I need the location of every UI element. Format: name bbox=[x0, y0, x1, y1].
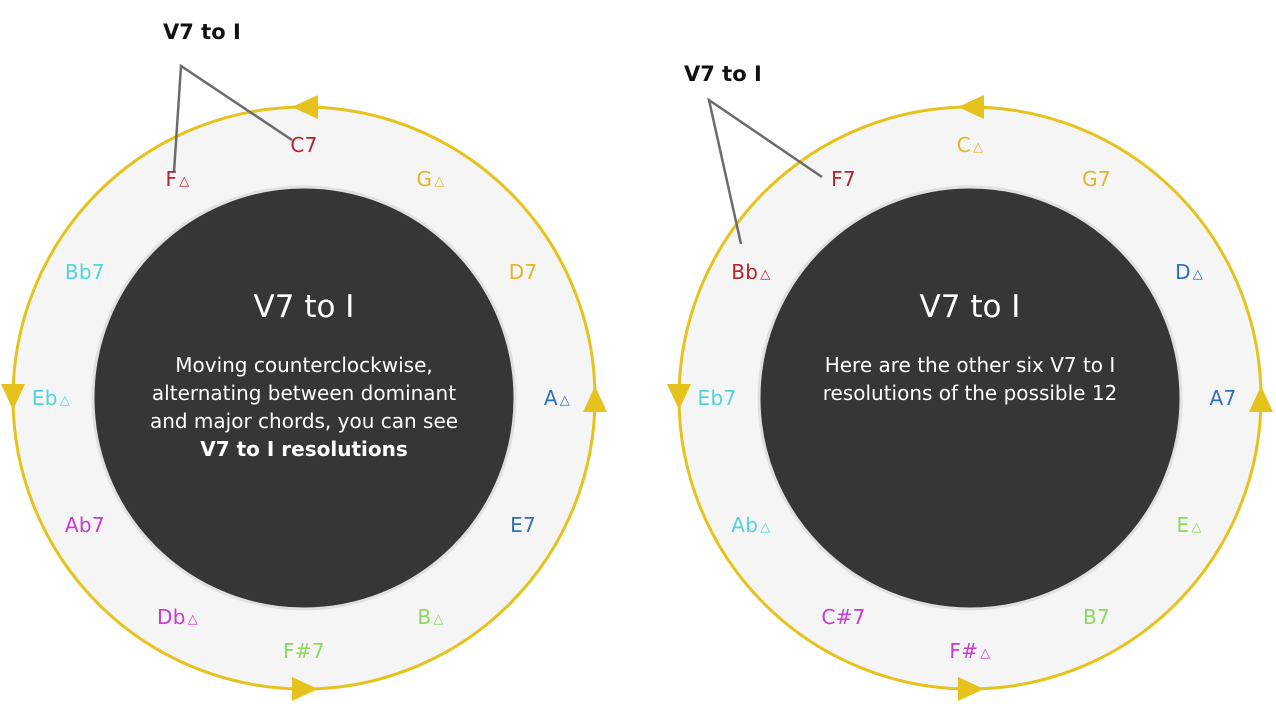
right-bottom-arrow-icon bbox=[958, 677, 984, 701]
left-chord-label: D7 bbox=[509, 262, 538, 282]
major-triangle-icon: △ bbox=[1191, 519, 1202, 535]
right-chord-label: Ab △ bbox=[731, 515, 770, 535]
left-chord-label: F △ bbox=[165, 169, 189, 189]
chord-name: A bbox=[543, 386, 558, 410]
left-chord-label: B △ bbox=[417, 607, 443, 627]
left-chord-label: Eb △ bbox=[32, 388, 70, 408]
right-center-disc bbox=[757, 185, 1183, 611]
left-callout-line bbox=[172, 63, 293, 173]
chord-name: E7 bbox=[510, 512, 537, 537]
major-triangle-icon: △ bbox=[980, 646, 991, 661]
chord-name: E bbox=[1176, 512, 1190, 537]
right-callout-label: V7 to I bbox=[684, 62, 762, 86]
right-center-body: Here are the other six V7 to I resolutio… bbox=[823, 351, 1118, 407]
right-body-line: resolutions of the possible 12 bbox=[822, 381, 1118, 405]
right-chord-label: D △ bbox=[1175, 262, 1203, 282]
right-chord-label: C △ bbox=[957, 135, 984, 155]
left-chord-label: C7 bbox=[290, 135, 317, 155]
chord-name: C#7 bbox=[821, 605, 866, 630]
left-callout-label: V7 to I bbox=[163, 20, 241, 44]
major-triangle-icon: △ bbox=[760, 266, 771, 282]
left-center-disc bbox=[91, 185, 517, 611]
major-triangle-icon: △ bbox=[434, 173, 445, 189]
chord-name: C7 bbox=[290, 133, 318, 157]
left-center-body: Moving counterclockwise, alternating bet… bbox=[150, 351, 458, 463]
major-triangle-icon: △ bbox=[1192, 266, 1204, 282]
left-chord-label: Bb7 bbox=[65, 262, 105, 282]
major-triangle-icon: △ bbox=[433, 612, 444, 628]
chord-name: Bb bbox=[731, 259, 759, 284]
major-triangle-icon: △ bbox=[559, 393, 571, 408]
major-triangle-icon: △ bbox=[972, 140, 984, 155]
left-left-arrow-icon bbox=[1, 384, 25, 410]
right-body-line: Here are the other six V7 to I bbox=[824, 353, 1116, 377]
left-chord-label: G △ bbox=[416, 169, 444, 189]
left-right-arrow-icon bbox=[583, 386, 607, 412]
chord-name: B7 bbox=[1082, 605, 1111, 630]
left-chord-label: E7 bbox=[510, 515, 536, 535]
right-left-arrow-icon bbox=[667, 384, 691, 410]
right-chord-label: A7 bbox=[1209, 388, 1236, 408]
left-center-title: V7 to I bbox=[253, 289, 355, 325]
right-top-arrow-icon bbox=[958, 95, 984, 119]
right-chord-label: Eb7 bbox=[698, 388, 737, 408]
right-right-arrow-icon bbox=[1249, 386, 1273, 412]
right-chord-label: F# △ bbox=[949, 641, 990, 661]
right-chord-label: Bb △ bbox=[731, 262, 770, 282]
right-chord-label: G7 bbox=[1082, 169, 1111, 189]
left-body-line: and major chords, you can see bbox=[149, 409, 459, 433]
chord-name: G7 bbox=[1082, 166, 1111, 191]
chord-name: Db bbox=[156, 605, 186, 630]
major-triangle-icon: △ bbox=[187, 612, 199, 628]
left-body-line: Moving counterclockwise, bbox=[175, 353, 433, 377]
chord-name: Eb7 bbox=[697, 386, 737, 410]
left-top-arrow-icon bbox=[292, 95, 318, 119]
right-chord-label: F7 bbox=[831, 169, 856, 189]
right-callout-line bbox=[707, 97, 823, 245]
right-chord-label: C#7 bbox=[821, 607, 865, 627]
major-triangle-icon: △ bbox=[760, 519, 771, 535]
chord-name: Ab bbox=[731, 512, 759, 537]
left-bottom-arrow-icon bbox=[292, 677, 318, 701]
chord-name: D7 bbox=[508, 259, 538, 284]
chord-name: C bbox=[956, 133, 971, 157]
right-center-title: V7 to I bbox=[919, 289, 1021, 325]
chord-name: F# bbox=[949, 639, 979, 663]
left-chord-label: Ab7 bbox=[65, 515, 105, 535]
chord-name: Bb7 bbox=[64, 259, 105, 284]
chord-name: F7 bbox=[831, 166, 856, 191]
major-triangle-icon: △ bbox=[59, 393, 71, 408]
chord-name: F bbox=[165, 166, 178, 191]
right-chord-label: B7 bbox=[1083, 607, 1110, 627]
left-body-emphasis: V7 to I resolutions bbox=[200, 437, 408, 461]
left-chord-label: F#7 bbox=[283, 641, 325, 661]
chord-name: F#7 bbox=[283, 639, 325, 663]
right-chord-label: E △ bbox=[1176, 515, 1201, 535]
chord-name: G bbox=[416, 166, 433, 191]
left-chord-label: A △ bbox=[544, 388, 570, 408]
chord-name: B bbox=[417, 605, 432, 630]
major-triangle-icon: △ bbox=[179, 173, 190, 189]
chord-name: Ab7 bbox=[64, 512, 105, 537]
left-chord-label: Db △ bbox=[157, 607, 198, 627]
chord-name: D bbox=[1175, 259, 1191, 284]
left-body-line: alternating between dominant bbox=[151, 381, 457, 405]
chord-name: A7 bbox=[1209, 386, 1237, 410]
chord-name: Eb bbox=[31, 386, 58, 410]
